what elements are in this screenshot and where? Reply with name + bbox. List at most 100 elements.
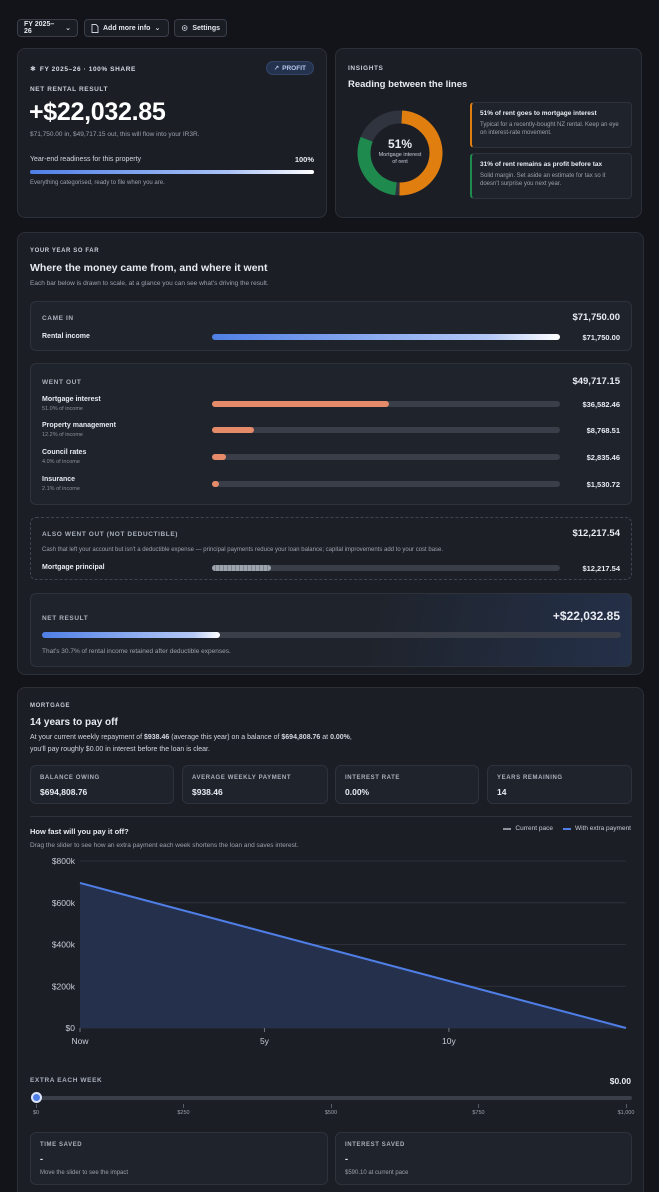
slider-tick: $250 [169, 1104, 199, 1116]
fy-select[interactable]: FY 2025–26 ⌄ [17, 19, 78, 37]
settings-button[interactable]: Settings [174, 19, 227, 37]
chevron-down-icon: ⌄ [65, 25, 71, 32]
slider-tick: $0 [21, 1104, 51, 1116]
stat-value: $938.46 [192, 787, 223, 797]
stat-balance: BALANCE OWING $694,808.76 [30, 765, 174, 804]
expense-bar [212, 454, 560, 460]
year-cap: YOUR YEAR SO FAR [30, 248, 100, 254]
expense-value: $2,835.46 [586, 453, 620, 462]
readiness-status: Everything categorised, ready to file wh… [30, 180, 165, 186]
mortgage-card: MORTGAGE 14 years to pay off At your cur… [17, 687, 644, 1192]
legend-current: Current pace [503, 825, 553, 832]
fy-select-label: FY 2025–26 [24, 21, 55, 35]
slider-tick-label: $1,000 [617, 1110, 635, 1116]
sparkle-icon: ✱ [30, 66, 36, 73]
net-label: NET RENTAL RESULT [30, 86, 109, 93]
interest-saved-note: $590.10 at current pace [345, 1170, 409, 1176]
time-saved-card: TIME SAVED - Move the slider to see the … [30, 1132, 328, 1185]
donut-caption: Mortgage interest of rent [378, 152, 422, 165]
insight-item-interest: 51% of rent goes to mortgage interest Ty… [470, 102, 632, 148]
payoff-chart: $0 $200k $400k $600k $800k Now 5y 10y [52, 858, 627, 1046]
expense-fill [212, 454, 226, 460]
slider-tick-label: $250 [177, 1110, 190, 1116]
mortgage-principal-value: $12,217.54 [582, 564, 620, 573]
text-part: at [320, 734, 331, 741]
expense-fill [212, 427, 255, 433]
y-tick-label: $200k [52, 981, 76, 991]
went-out-total: $49,717.15 [572, 376, 620, 387]
add-more-info-label: Add more info [103, 24, 151, 32]
stat-value: $694,808.76 [40, 787, 88, 797]
legend-swatch-extra [563, 827, 571, 830]
expense-fill [212, 401, 390, 407]
balance: $694,808.76 [281, 734, 321, 741]
extra-payment-slider[interactable] [36, 1096, 632, 1100]
insight-title: 51% of rent goes to mortgage interest [480, 110, 597, 117]
insight-text: Solid margin. Set aside an estimate for … [480, 173, 606, 187]
add-more-info-button[interactable]: Add more info ⌄ [84, 19, 169, 37]
mortgage-interest-donut [357, 110, 443, 196]
profit-badge: ↗ PROFIT [265, 61, 314, 75]
rental-income-label: Rental income [42, 333, 90, 340]
expense-share: 12.2% of income [42, 432, 83, 438]
extra-each-week-label: EXTRA EACH WEEK [30, 1077, 103, 1084]
expense-label: Council rates [42, 449, 87, 456]
document-icon [91, 23, 99, 33]
readiness-fill [30, 170, 314, 174]
donut-percent: 51% [387, 137, 413, 151]
time-saved-note: Move the slider to see the impact [40, 1170, 129, 1176]
rental-income-fill [212, 334, 560, 340]
slider-tick-label: $500 [324, 1110, 338, 1116]
came-in-cap: CAME IN [42, 315, 74, 322]
stat-label: YEARS REMAINING [497, 775, 563, 781]
expense-label: Property management [42, 422, 116, 429]
stat-years-remaining: YEARS REMAINING 14 [487, 765, 632, 804]
chevron-down-icon: ⌄ [154, 25, 161, 32]
expense-value: $1,530.72 [586, 480, 620, 489]
interest-saved-label: INTEREST SAVED [345, 1142, 405, 1148]
insights-card: INSIGHTS Reading between the lines 51% M… [335, 48, 642, 218]
insight-text: Typical for a recently-bought NZ rental.… [480, 122, 619, 136]
mortgage-principal-fill [212, 565, 272, 571]
slider-thumb[interactable] [31, 1092, 42, 1103]
text-part: , [349, 734, 352, 741]
mortgage-principal-label: Mortgage principal [42, 564, 105, 571]
legend-swatch-current [503, 827, 512, 830]
readiness-bar [30, 170, 314, 174]
year-so-far-card: YOUR YEAR SO FAR Where the money came fr… [17, 232, 644, 675]
x-tick-label: 10y [442, 1036, 456, 1046]
stat-weekly-payment: AVERAGE WEEKLY PAYMENT $938.46 [182, 765, 328, 804]
summary-header: FY 2025–26 · 100% SHARE [39, 65, 136, 73]
came-in-section: CAME IN $71,750.00 Rental income $71,750… [30, 301, 632, 351]
legend-extra-label: With extra payment [575, 825, 631, 832]
net-result-fill [42, 632, 220, 638]
readiness-label: Year-end readiness for this property [30, 156, 142, 163]
net-result-bar [42, 632, 621, 638]
mortgage-interest-line: you'll pay roughly $0.00 in interest bef… [30, 746, 210, 753]
not-deductible-desc: Cash that left your account but isn't a … [42, 547, 444, 553]
readiness-percent: 100% [294, 155, 314, 164]
time-saved-label: TIME SAVED [40, 1142, 83, 1148]
net-note: $71,750.00 in, $49,717.15 out, this will… [30, 131, 200, 138]
expense-value: $8,768.51 [586, 426, 620, 435]
weekly-repayment: $938.46 [144, 734, 170, 741]
stat-label: AVERAGE WEEKLY PAYMENT [192, 775, 292, 781]
payoff-chart-subtitle: Drag the slider to see how an extra paym… [30, 842, 299, 849]
divider [30, 816, 632, 817]
extra-each-week-value: $0.00 [609, 1076, 631, 1086]
expense-share: 4.0% of income [42, 459, 80, 465]
slider-tick: $750 [464, 1104, 494, 1116]
expense-share: 2.1% of income [42, 486, 80, 492]
y-tick-label: $400k [52, 940, 76, 950]
stat-value: 14 [497, 787, 507, 797]
net-result-total: +$22,032.85 [552, 609, 620, 623]
slider-tick-label: $750 [472, 1110, 485, 1116]
not-deductible-section: ALSO WENT OUT (NOT DEDUCTIBLE) $12,217.5… [30, 517, 632, 580]
year-subtitle: Each bar below is drawn to scale, at a g… [30, 280, 269, 287]
gear-icon [181, 25, 188, 31]
stat-interest-rate: INTEREST RATE 0.00% [335, 765, 479, 804]
rental-income-bar [212, 334, 560, 340]
donut-profit-arc [357, 136, 398, 196]
y-tick-label: $0 [66, 1023, 76, 1033]
mortgage-summary-line: At your current weekly repayment of $938… [30, 734, 352, 741]
